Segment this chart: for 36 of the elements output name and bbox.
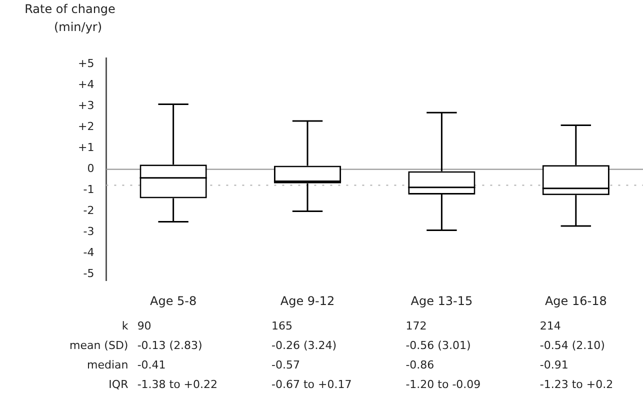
text: -0.41: [137, 358, 166, 372]
y-tick-label: 0: [87, 162, 94, 176]
y-tick-label: +5: [78, 57, 94, 70]
text: median: [86, 358, 128, 372]
y-tick-label: -5: [83, 267, 94, 280]
y-tick-label: +2: [78, 120, 94, 134]
text: -0.56 (3.01): [406, 338, 471, 352]
text: -0.13 (2.83): [137, 338, 202, 352]
x-tick-label: Age 5-8: [150, 294, 197, 308]
text: mean (SD): [69, 338, 128, 352]
x-tick-label: Age 16-18: [544, 294, 607, 308]
y-tick-label: -2: [83, 204, 94, 218]
text: -1.38 to +0.22: [137, 378, 218, 391]
text: -0.57: [272, 358, 300, 372]
y-tick-label: +3: [78, 99, 94, 112]
text: -0.91: [540, 358, 568, 372]
text: -1.23 to +0.2: [540, 378, 614, 391]
text: 172: [406, 319, 427, 332]
text: 90: [137, 319, 152, 332]
text: -0.86: [406, 358, 434, 372]
x-tick-label: Age 13-15: [410, 294, 473, 308]
text: 214: [540, 319, 561, 332]
text: -0.26 (3.24): [272, 338, 337, 352]
y-tick-label: -3: [83, 225, 94, 238]
text: -0.67 to +0.17: [272, 378, 352, 391]
text: -0.54 (2.10): [540, 338, 605, 352]
text: IQR: [108, 378, 129, 391]
y-tick-label: -1: [83, 183, 94, 196]
y-tick-label: -4: [83, 246, 94, 260]
x-tick-label: Age 9-12: [280, 294, 335, 308]
text: 165: [272, 319, 293, 332]
y-axis-title: Rate of change (min/yr): [24, 2, 116, 34]
y-tick-label: +4: [78, 78, 94, 92]
y-tick-label: +1: [78, 141, 94, 154]
text: -1.20 to -0.09: [406, 378, 481, 391]
text: k: [122, 319, 129, 332]
